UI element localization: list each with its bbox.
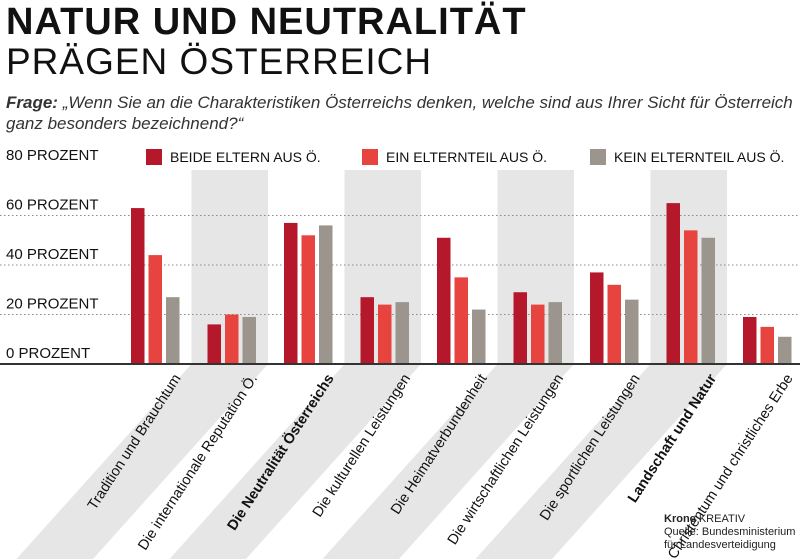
bar-s0-c0 xyxy=(131,208,145,364)
bar-s0-c7 xyxy=(666,203,680,364)
label-band-7 xyxy=(475,364,727,559)
y-tick-label-80: 80 PROZENT xyxy=(6,147,99,164)
survey-question: Frage: „Wenn Sie an die Charakteristiken… xyxy=(6,92,796,134)
chart-title-line2: PRÄGEN ÖSTERREICH xyxy=(6,41,433,82)
source-line1: Quelle: Bundesministerium xyxy=(664,526,796,538)
credits: Krone KREATIV Quelle: Bundesministerium … xyxy=(664,513,795,552)
bar-s0-c4 xyxy=(437,237,451,364)
bar-s0-c1 xyxy=(207,324,221,364)
legend-label-both-parents: BEIDE ELTERN AUS Ö. xyxy=(170,149,321,165)
y-tick-label-20: 20 PROZENT xyxy=(6,296,99,313)
bar-s0-c2 xyxy=(284,222,298,364)
bar-s2-c0 xyxy=(166,297,180,364)
legend-swatch-both-parents xyxy=(146,149,162,165)
bar-s2-c4 xyxy=(472,309,486,364)
bar-s2-c8 xyxy=(778,336,792,364)
bar-s0-c8 xyxy=(743,316,757,364)
brand-suffix: KREATIV xyxy=(695,513,746,525)
bar-s1-c5 xyxy=(531,304,545,364)
legend-label-one-parent: EIN ELTERNTEIL AUS Ö. xyxy=(386,149,548,165)
legend-swatch-no-parent xyxy=(590,149,606,165)
label-band-1 xyxy=(16,364,268,559)
y-tick-label-40: 40 PROZENT xyxy=(6,246,99,263)
bar-s1-c2 xyxy=(301,235,315,364)
bar-s2-c5 xyxy=(548,302,562,364)
label-band-5 xyxy=(322,364,574,559)
question-label: Frage: xyxy=(6,93,58,112)
bar-s2-c7 xyxy=(701,237,715,364)
bar-s1-c6 xyxy=(607,284,621,364)
legend-label-no-parent: KEIN ELTERNTEIL AUS Ö. xyxy=(614,149,785,165)
source-line2: für Landesverteidigung xyxy=(664,539,776,551)
bar-s1-c8 xyxy=(760,326,774,364)
bar-s2-c6 xyxy=(625,299,639,364)
bar-s1-c0 xyxy=(148,255,162,364)
bar-s1-c7 xyxy=(684,230,698,364)
brand-name: Krone xyxy=(664,513,696,525)
legend-swatch-one-parent xyxy=(362,149,378,165)
bar-s0-c5 xyxy=(513,292,527,364)
bar-s0-c6 xyxy=(590,272,604,364)
label-band-3 xyxy=(169,364,421,559)
bar-s0-c3 xyxy=(360,297,374,364)
chart-title-line1: NATUR UND NEUTRALITÄT xyxy=(6,1,527,43)
y-tick-label-0: 0 PROZENT xyxy=(6,345,90,362)
y-tick-label-60: 60 PROZENT xyxy=(6,197,99,214)
bar-s2-c2 xyxy=(319,225,333,364)
bar-s2-c1 xyxy=(242,316,256,364)
bar-s1-c3 xyxy=(378,304,392,364)
bar-s2-c3 xyxy=(395,302,409,364)
bar-s1-c4 xyxy=(454,277,468,364)
question-text: „Wenn Sie an die Charakteristiken Österr… xyxy=(6,93,793,133)
bar-s1-c1 xyxy=(225,314,239,364)
